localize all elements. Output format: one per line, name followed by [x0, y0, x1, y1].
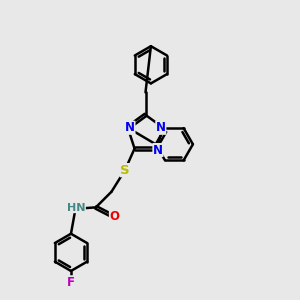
- Text: O: O: [110, 210, 119, 224]
- Text: N: N: [125, 121, 135, 134]
- Text: N: N: [153, 143, 163, 157]
- Text: F: F: [67, 276, 75, 289]
- Text: N: N: [156, 121, 166, 134]
- Text: S: S: [120, 164, 130, 177]
- Text: HN: HN: [67, 202, 85, 213]
